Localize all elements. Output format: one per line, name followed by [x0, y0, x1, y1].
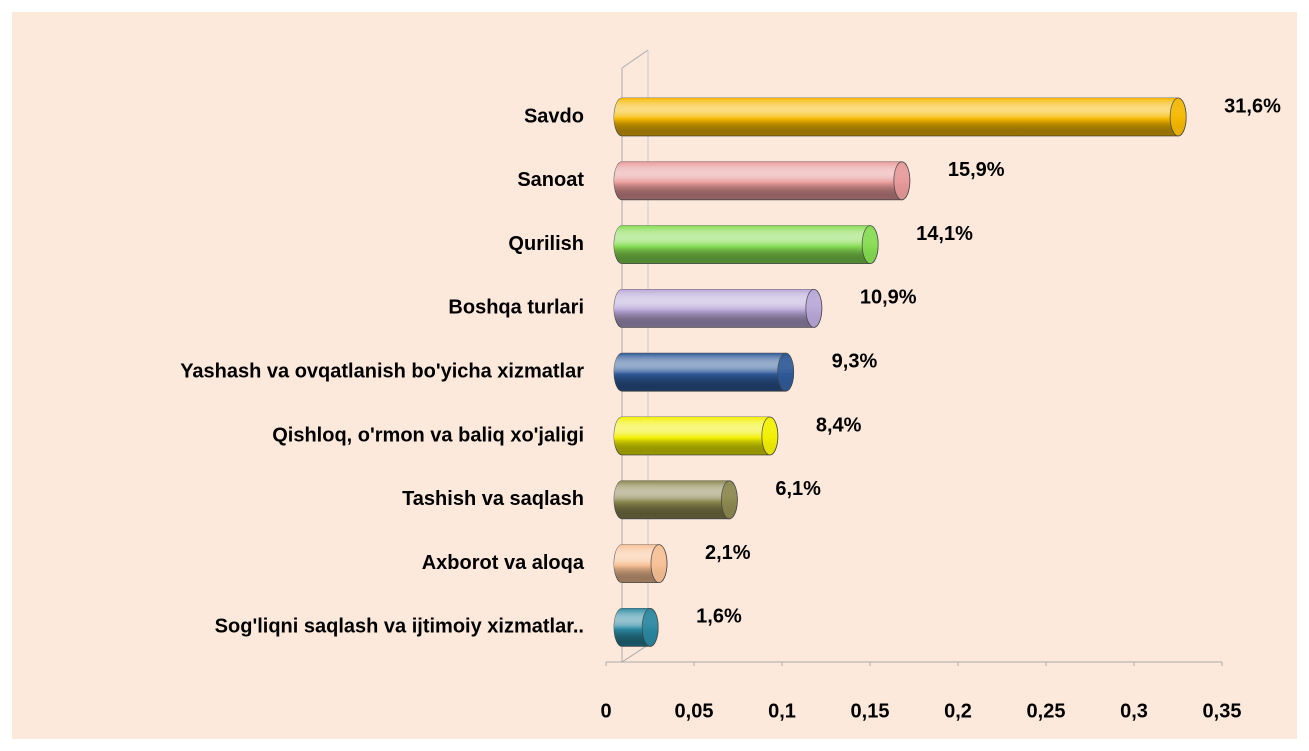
bar-shade [614, 98, 1187, 136]
bar-shade [614, 417, 778, 455]
value-label: 8,4% [816, 414, 862, 436]
category-label: Yashash va ovqatlanish bo'yicha xizmatla… [180, 360, 584, 382]
bar-shade [614, 161, 910, 200]
value-label: 1,6% [696, 606, 742, 628]
x-tick-label: 0,15 [851, 700, 890, 722]
category-label: Boshqa turlari [448, 297, 584, 319]
bar-cap [650, 544, 668, 583]
category-label: Sanoat [517, 169, 584, 191]
category-label: Sog'liqni saqlash va ijtimoiy xizmatlar.… [215, 616, 584, 638]
value-label: 6,1% [775, 478, 821, 500]
category-label: Qurilish [508, 233, 584, 255]
bar-cap [1169, 97, 1187, 137]
x-tick-label: 0,25 [1027, 700, 1066, 722]
x-tick-label: 0,1 [768, 700, 796, 722]
bar-cap [805, 288, 823, 328]
bar-cap [861, 225, 879, 265]
bar-shade [614, 353, 794, 392]
bar-cap [893, 161, 911, 201]
x-tick-label: 0 [600, 700, 611, 722]
value-label: 10,9% [860, 287, 917, 309]
value-label: 31,6% [1224, 95, 1281, 117]
bar-shade [614, 225, 879, 264]
wall-line [621, 49, 649, 69]
bar-cap [777, 352, 795, 392]
x-tick-label: 0,35 [1203, 700, 1242, 722]
bar-cap [720, 480, 738, 520]
x-tick-label: 0,05 [675, 700, 714, 722]
value-label: 15,9% [948, 159, 1005, 181]
category-label: Axborot va aloqa [422, 552, 585, 574]
bar-shade [614, 289, 822, 328]
floor-line [621, 644, 649, 663]
category-label: Savdo [524, 105, 584, 127]
bar-cap [641, 608, 659, 647]
x-tick-label: 0,2 [944, 700, 972, 722]
category-label: Qishloq, o'rmon va baliq xo'jaligi [272, 424, 584, 446]
bar-shade [614, 480, 738, 519]
x-tick-label: 0,3 [1120, 700, 1148, 722]
category-label: Tashish va saqlash [402, 488, 584, 510]
bar-cap [761, 416, 779, 456]
value-label: 2,1% [705, 542, 751, 564]
value-label: 14,1% [916, 223, 973, 245]
value-label: 9,3% [832, 350, 878, 372]
